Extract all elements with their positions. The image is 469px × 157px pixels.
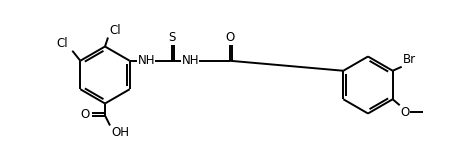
Text: S: S	[168, 31, 175, 44]
Text: Cl: Cl	[57, 37, 68, 50]
Text: OH: OH	[111, 127, 129, 140]
Text: NH: NH	[182, 54, 199, 67]
Text: O: O	[401, 106, 410, 119]
Text: NH: NH	[137, 54, 155, 67]
Text: Br: Br	[403, 53, 416, 66]
Text: Cl: Cl	[109, 24, 121, 36]
Text: O: O	[81, 108, 90, 121]
Text: O: O	[225, 31, 234, 44]
